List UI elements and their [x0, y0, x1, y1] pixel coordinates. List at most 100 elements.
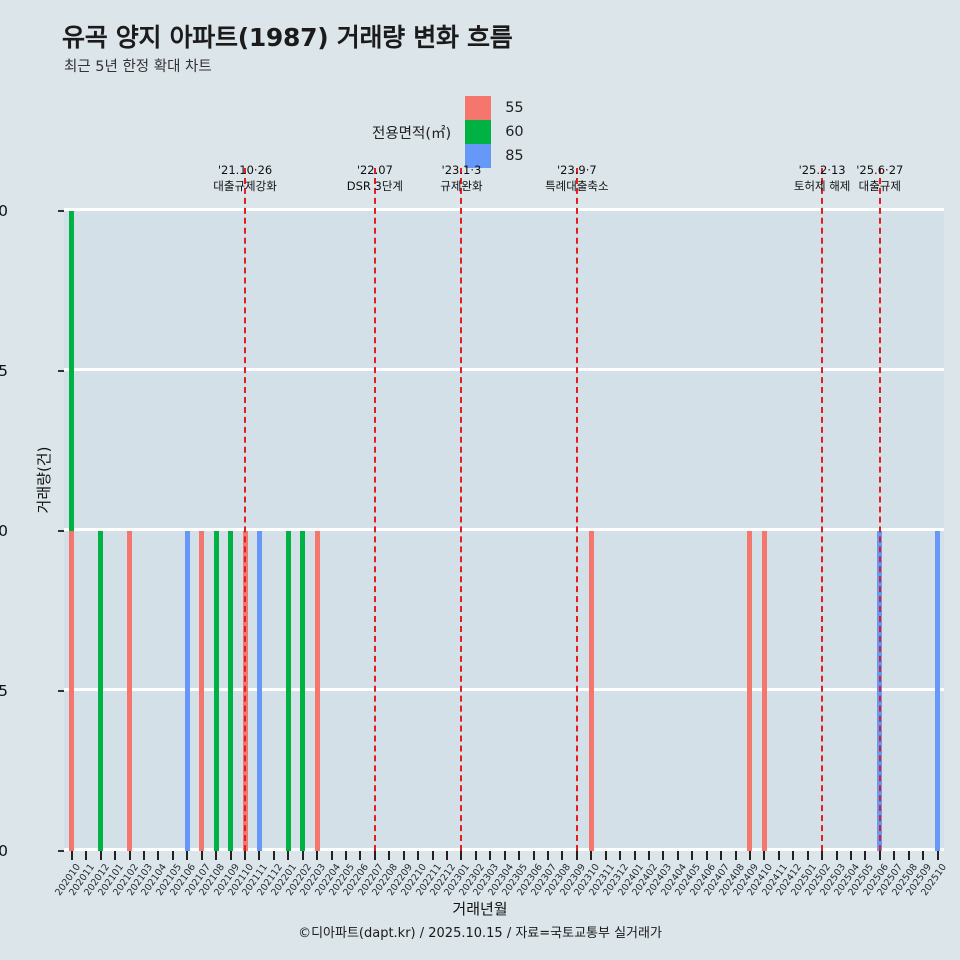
x-tick-mark [748, 851, 751, 860]
event-date: '23.9·7 [556, 163, 597, 177]
event-name: 특례대출축소 [545, 178, 609, 193]
bar-202111-85[interactable] [256, 531, 262, 851]
gridline [64, 208, 944, 211]
bar-202201-60[interactable] [285, 531, 291, 851]
x-tick-mark [878, 851, 881, 860]
y-tick-label: 1.0 [0, 522, 8, 540]
event-label-202110: '21.10·26 대출규제강화 [213, 163, 276, 194]
event-date: '25.2·13 [798, 163, 846, 177]
x-tick-mark [474, 851, 477, 860]
bar-202109-60[interactable] [228, 531, 234, 851]
event-line-202502 [821, 168, 824, 851]
event-line-202301 [460, 168, 463, 851]
chart-legend: 전용면적(㎡) 55 60 85 [372, 96, 538, 168]
gridline [64, 688, 944, 691]
gridline [64, 368, 944, 371]
event-line-202110 [244, 168, 247, 851]
event-date: '23.1·3 [441, 163, 482, 177]
x-tick-mark [229, 851, 232, 860]
x-tick-mark [777, 851, 780, 860]
x-tick-mark [373, 851, 376, 860]
y-tick-label: 0.5 [0, 682, 8, 700]
x-tick-mark [402, 851, 405, 860]
bar-202510-85[interactable] [935, 531, 940, 851]
x-tick-mark [547, 851, 549, 860]
legend-label: 55 [505, 100, 524, 116]
x-tick-mark [215, 851, 218, 860]
x-tick-mark [849, 851, 852, 860]
event-line-202207 [373, 168, 376, 851]
legend-label: 60 [505, 124, 524, 140]
x-tick-mark [171, 851, 174, 860]
x-tick-mark [518, 851, 521, 860]
event-label-202506: '25.6·27 대출규제 [856, 163, 903, 194]
x-tick-mark [70, 851, 73, 860]
x-tick-mark [532, 851, 535, 860]
legend-item-60[interactable]: 60 [465, 120, 524, 144]
x-tick-mark [864, 851, 867, 860]
legend-label: 85 [505, 148, 524, 164]
x-tick-mark [633, 851, 636, 860]
x-tick-mark [691, 851, 694, 860]
x-tick-mark [893, 851, 896, 860]
bar-202012-60[interactable] [98, 531, 104, 851]
x-tick-mark [792, 851, 795, 860]
bar-202106-85[interactable] [184, 531, 190, 851]
y-tick-mark [58, 530, 64, 532]
y-axis-title: 거래량(건) [34, 446, 53, 514]
x-tick-mark [143, 851, 146, 860]
x-tick-mark [272, 851, 275, 860]
legend-item-85[interactable]: 85 [465, 144, 524, 168]
bar-202107-55[interactable] [199, 531, 205, 851]
x-tick-mark [835, 851, 838, 860]
x-tick-mark [575, 851, 578, 860]
x-tick-mark [922, 851, 925, 860]
event-date: '22.07 [356, 163, 393, 177]
chart-credit: ©디아파트(dapt.kr) / 2025.10.15 / 자료=국토교통부 실… [298, 926, 662, 941]
x-tick-mark [720, 851, 723, 860]
bar-202203-55[interactable] [314, 531, 320, 851]
bar-202409-55[interactable] [747, 531, 753, 851]
x-tick-mark [431, 851, 434, 860]
x-tick-mark [734, 851, 737, 860]
x-tick-mark [244, 851, 247, 860]
bar-202102-55[interactable] [127, 531, 133, 851]
x-tick-mark [503, 851, 506, 860]
x-tick-mark [662, 851, 665, 860]
x-tick-mark [345, 851, 348, 860]
y-tick-label: 2.0 [0, 202, 8, 220]
x-tick-mark [258, 851, 261, 860]
x-tick-mark [705, 851, 708, 860]
bar-202010-60[interactable] [69, 211, 75, 531]
event-label-202309: '23.9·7 특례대출축소 [545, 163, 608, 194]
legend-item-55[interactable]: 55 [465, 96, 524, 120]
event-label-202207: '22.07 DSR 3단계 [347, 163, 403, 194]
bar-202202-60[interactable] [300, 531, 306, 851]
y-tick-mark [58, 210, 64, 212]
gridline [64, 528, 944, 531]
event-name: 대출규제강화 [213, 178, 277, 193]
x-tick-mark [590, 851, 593, 860]
event-line-202309 [575, 168, 578, 851]
bar-202010-55[interactable] [69, 531, 75, 851]
event-date: '25.6·27 [856, 163, 904, 177]
bar-202108-60[interactable] [213, 531, 219, 851]
event-name: DSR 3단계 [346, 178, 404, 193]
x-tick-mark [936, 851, 939, 860]
event-name: 규제완화 [440, 178, 483, 193]
x-tick-mark [114, 851, 117, 860]
x-tick-mark [157, 851, 160, 860]
gridline [64, 848, 944, 851]
x-tick-mark [330, 851, 333, 860]
plot-area [64, 208, 944, 851]
x-tick-mark [647, 851, 650, 860]
x-tick-mark [200, 851, 203, 860]
bar-202410-55[interactable] [761, 531, 767, 851]
y-tick-mark [58, 690, 64, 692]
x-tick-mark [186, 851, 189, 860]
bar-202310-55[interactable] [588, 531, 594, 851]
x-tick-mark [604, 851, 607, 860]
x-tick-mark [446, 851, 449, 860]
x-tick-mark [907, 851, 910, 860]
event-name: 대출규제 [858, 178, 901, 193]
